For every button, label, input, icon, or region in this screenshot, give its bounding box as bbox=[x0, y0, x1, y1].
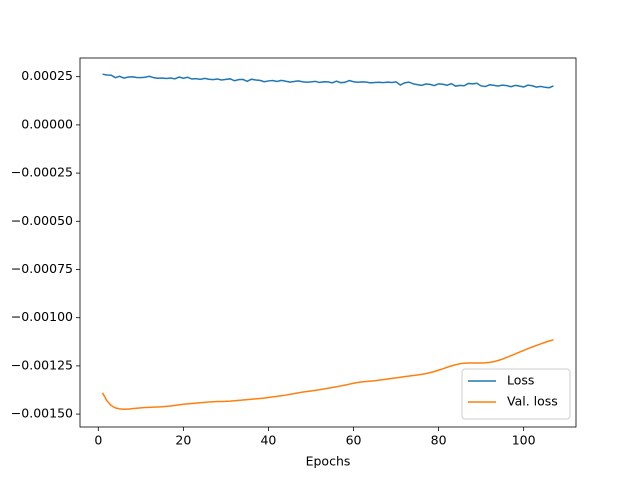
x-tick-label: 0 bbox=[94, 433, 102, 448]
y-tick-label: −0.00125 bbox=[11, 357, 73, 372]
x-tick-label: 80 bbox=[431, 433, 447, 448]
y-tick-label: 0.00025 bbox=[21, 68, 73, 83]
x-axis-label: Epochs bbox=[306, 454, 351, 469]
legend-label: Loss bbox=[507, 373, 534, 388]
y-tick-label: −0.00150 bbox=[11, 406, 73, 421]
x-tick-label: 20 bbox=[175, 433, 191, 448]
x-tick-label: 100 bbox=[512, 433, 536, 448]
y-tick-label: 0.00000 bbox=[21, 116, 73, 131]
x-tick-label: 40 bbox=[260, 433, 276, 448]
y-tick-label: −0.00025 bbox=[11, 165, 73, 180]
y-tick-label: −0.00075 bbox=[11, 261, 73, 276]
data-line bbox=[102, 73, 554, 89]
plot-frame bbox=[79, 57, 577, 428]
y-tick-label: −0.00100 bbox=[11, 309, 73, 324]
x-tick-label: 60 bbox=[346, 433, 362, 448]
legend-label: Val. loss bbox=[507, 394, 558, 409]
data-line bbox=[101, 339, 554, 411]
y-tick-label: −0.00050 bbox=[11, 213, 73, 228]
